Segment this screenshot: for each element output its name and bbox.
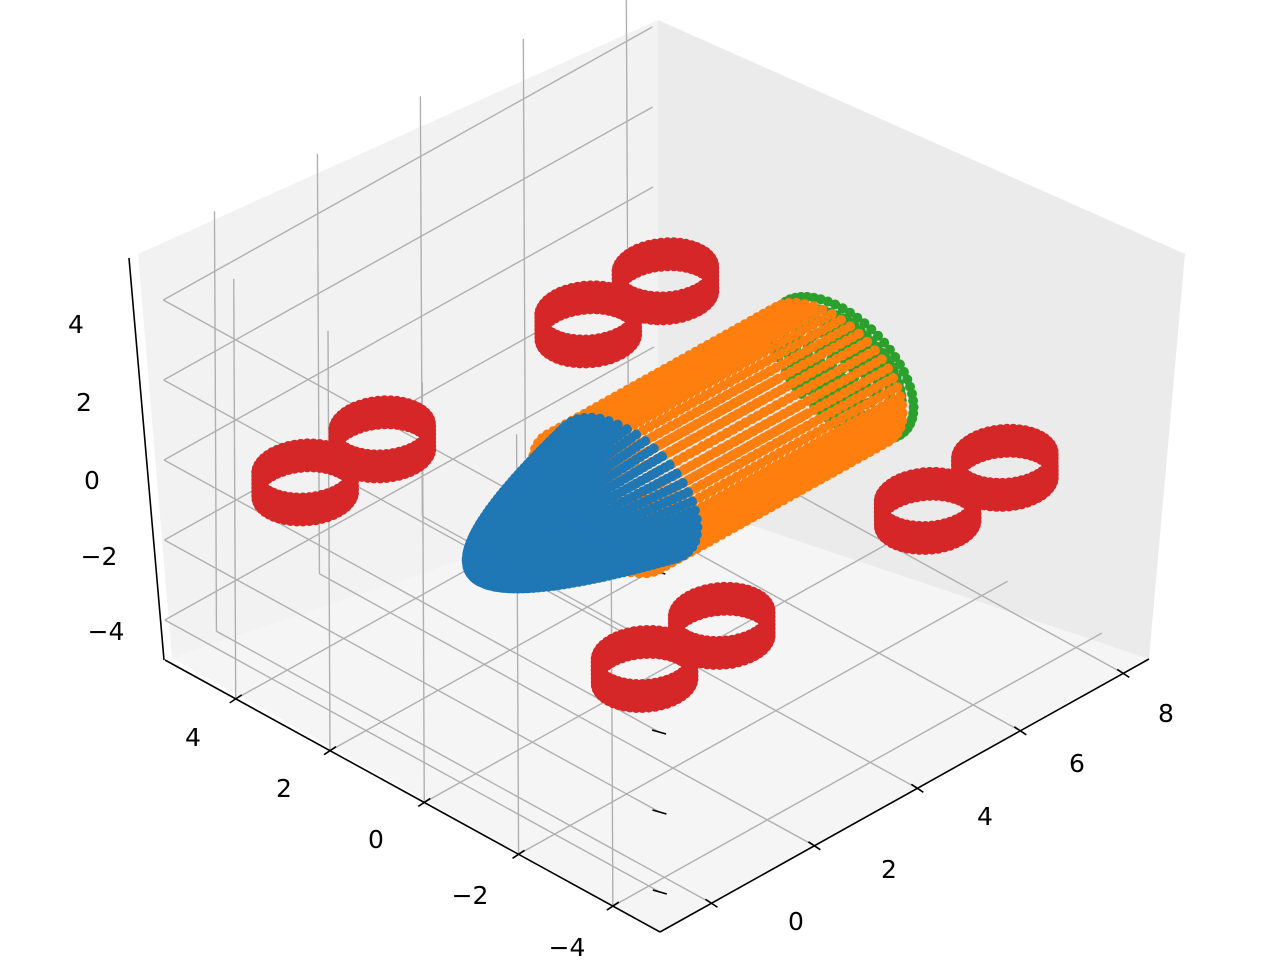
x-tick-label: 6 — [1069, 749, 1085, 778]
series-body-point — [817, 304, 828, 315]
series-body-point — [761, 356, 772, 367]
y-tick-label: 2 — [276, 774, 292, 803]
grid-line — [164, 539, 660, 813]
series-ring-point — [700, 246, 711, 257]
grid-line — [518, 580, 1008, 855]
series-body-point — [800, 409, 811, 420]
x-axis-line — [659, 658, 1150, 933]
series-body-point — [758, 347, 769, 358]
series-body-point — [869, 345, 880, 356]
grid-line — [522, 38, 527, 459]
tick-mark — [652, 809, 667, 815]
series-body-point — [854, 439, 865, 450]
grid-line — [163, 459, 660, 733]
series-body-point — [883, 363, 893, 374]
series-body-point — [809, 417, 819, 428]
series-tail-point — [866, 324, 877, 335]
y-tick-label: 0 — [368, 825, 384, 854]
tick-mark — [807, 841, 821, 851]
tick-mark — [652, 889, 668, 895]
series-body-point — [765, 365, 776, 376]
x-tick-label: 8 — [1158, 699, 1174, 728]
tick-mark — [512, 849, 526, 859]
grid-line — [213, 211, 218, 632]
grid-line — [612, 632, 1103, 907]
series-tail-point — [898, 366, 909, 377]
grid-line — [233, 278, 237, 699]
series-ring — [328, 395, 437, 484]
tick-mark — [910, 783, 924, 793]
tick-mark — [229, 694, 243, 704]
tick-mark — [651, 729, 667, 735]
tick-mark — [1013, 726, 1027, 736]
series-body-point — [818, 423, 829, 434]
axes — [128, 257, 1150, 933]
grid-line — [163, 106, 654, 381]
grid-line — [164, 619, 661, 893]
series-tail-point — [873, 330, 883, 341]
z-tick-label: 4 — [68, 310, 84, 339]
series-tail-point — [879, 337, 890, 348]
z-tick-label: 2 — [76, 388, 92, 417]
series-body-point — [845, 437, 856, 448]
x-tick-label: 4 — [977, 802, 993, 831]
series-body-point — [826, 309, 837, 320]
scatter-marks — [251, 237, 1059, 713]
series-body-point — [862, 336, 873, 347]
y-tick-label: −4 — [549, 933, 586, 960]
series-tail-point — [852, 312, 863, 323]
series-body-point — [771, 375, 782, 385]
tick-mark — [323, 746, 337, 756]
tick-mark — [606, 901, 620, 911]
x-tick-label: 2 — [881, 855, 897, 884]
x-tick-label: 0 — [788, 907, 804, 936]
y-axis-line — [164, 659, 661, 933]
series-tail-point — [894, 359, 905, 370]
series-tail-point — [837, 303, 848, 314]
tick-labels: 0 2 4 6 8 −4 −2 0 2 4 −4 −2 0 2 4 — [68, 310, 1174, 960]
y-tick-label: 4 — [185, 723, 201, 752]
series-tail-point — [884, 344, 895, 355]
series-body-point — [888, 373, 899, 383]
series-tail-point — [890, 352, 901, 362]
tick-mark — [417, 797, 431, 808]
tick-mark — [1116, 668, 1130, 679]
series-body-point — [808, 301, 819, 312]
series-body-point — [827, 429, 838, 440]
series-body-point — [876, 354, 887, 365]
grid-line — [423, 528, 914, 804]
z-axis-line — [128, 257, 165, 661]
series-tail-point — [859, 318, 870, 329]
series-ring — [611, 237, 720, 326]
grid-line — [327, 330, 331, 751]
tick-mark — [705, 898, 718, 908]
grid-line — [164, 346, 655, 621]
series-body-point — [895, 391, 906, 402]
series-tail-point — [830, 299, 841, 310]
series-body-point — [777, 384, 788, 395]
series-body-point — [757, 338, 767, 349]
z-tick-label: −2 — [81, 542, 118, 571]
series-tail-point — [845, 307, 855, 318]
series-body-point — [892, 382, 903, 393]
y-tick-label: −2 — [452, 881, 489, 910]
grid-line — [319, 573, 815, 847]
series-body-point — [836, 314, 846, 325]
series-body-point — [791, 401, 802, 412]
series-body-point — [799, 299, 810, 309]
series-body-point — [853, 328, 864, 339]
series-body-point — [845, 321, 856, 332]
series-body-point — [836, 433, 847, 444]
grid-line — [216, 630, 712, 904]
series-body-point — [784, 393, 795, 404]
grid-line — [163, 379, 660, 653]
z-tick-label: 0 — [84, 466, 100, 495]
grid-line — [162, 26, 653, 301]
z-tick-label: −4 — [88, 617, 125, 646]
grid-line — [163, 186, 654, 461]
pane-bottom — [172, 494, 1149, 932]
series-ring-point — [417, 404, 428, 415]
